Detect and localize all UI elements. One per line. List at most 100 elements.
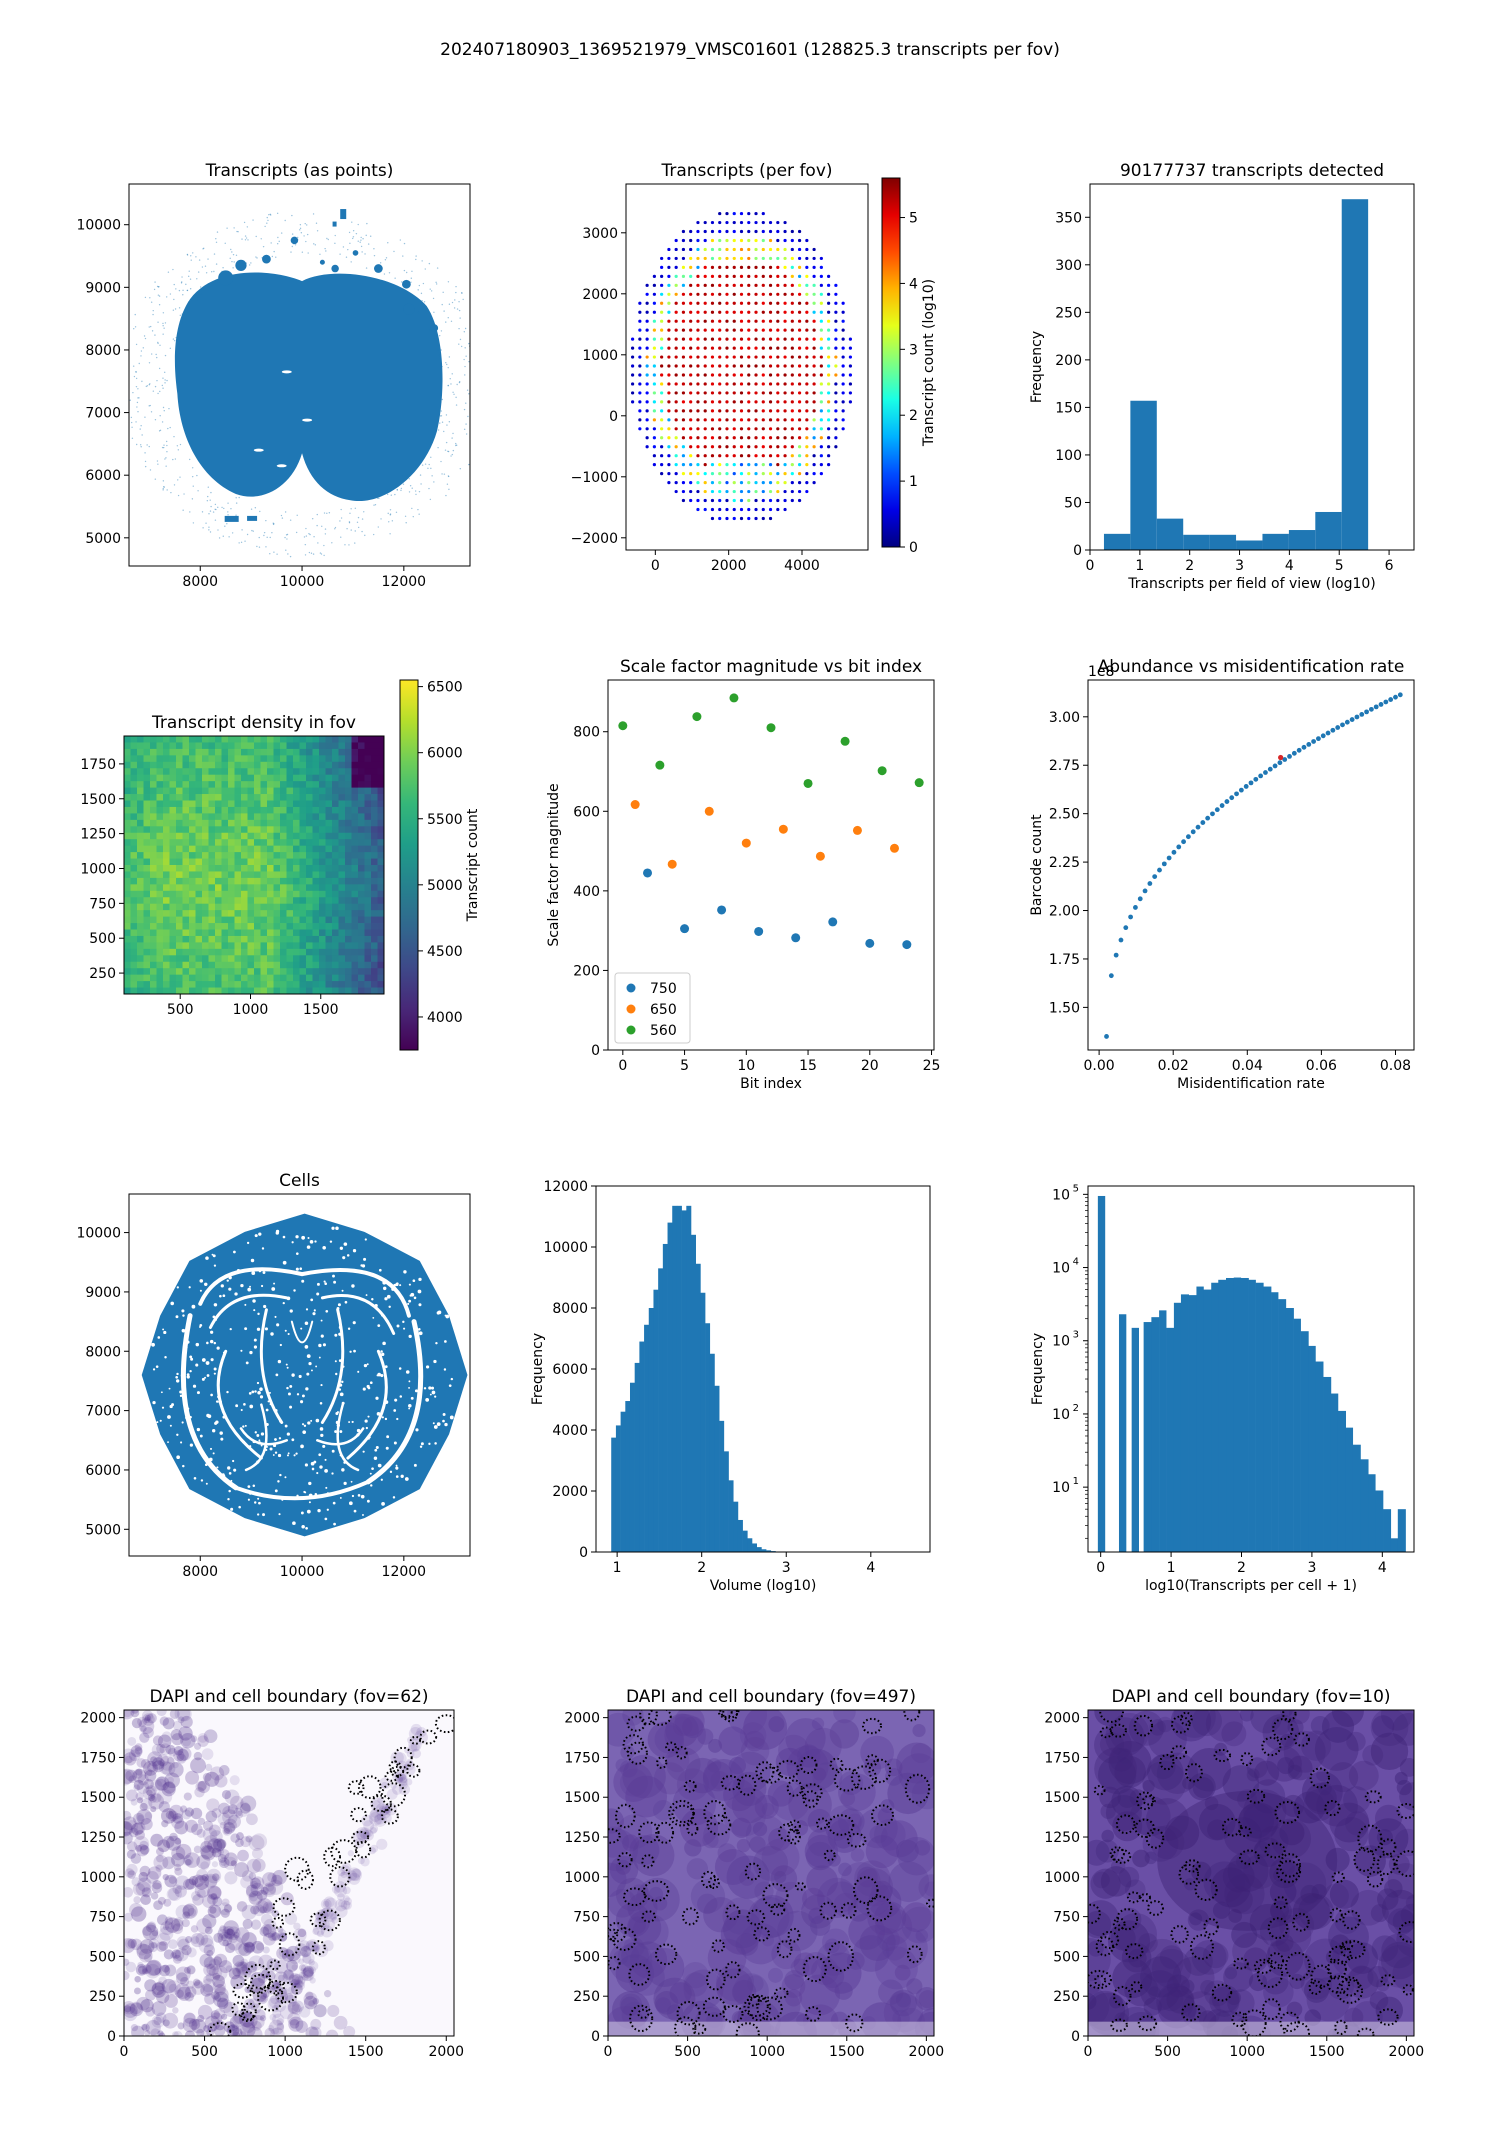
density-cell [143, 781, 151, 788]
sparse-point [328, 512, 331, 514]
density-cell [176, 826, 183, 834]
sparse-point [278, 240, 280, 243]
nucleus-blob [194, 1883, 210, 1898]
fov-point [696, 301, 700, 305]
density-cell [143, 813, 151, 821]
y-tick-label: 0 [1073, 543, 1082, 559]
y-tick-label: 750 [89, 896, 116, 912]
fov-point [645, 292, 649, 296]
density-cell [221, 774, 229, 782]
density-cell [163, 761, 170, 769]
density-cell [130, 748, 138, 756]
fov-point [681, 445, 686, 449]
legend-marker [626, 1025, 636, 1035]
histogram-bar [1308, 1345, 1316, 1552]
histogram-bar [1226, 1277, 1235, 1552]
fov-point [739, 328, 744, 332]
density-cell [338, 858, 346, 866]
sparse-point [153, 288, 156, 291]
nucleus-blob [259, 1995, 267, 2003]
density-cell [325, 742, 333, 750]
density-cell [364, 755, 372, 763]
density-cell [234, 884, 242, 892]
nucleus-blob [140, 1818, 153, 1831]
fov-point [761, 328, 765, 332]
density-cell [254, 852, 261, 859]
y-tick-label: 2.75 [1049, 758, 1080, 774]
fov-point [768, 238, 773, 243]
fov-point [739, 310, 744, 314]
tissue-speck [312, 1312, 316, 1316]
nucleus-blob [241, 1932, 257, 1948]
density-cell [189, 942, 196, 950]
density-cell [195, 871, 203, 879]
fov-point [732, 409, 736, 413]
density-cell [332, 819, 339, 827]
tissue-speck [434, 1442, 437, 1445]
fov-point [739, 472, 744, 476]
sparse-point [135, 385, 138, 388]
sparse-point [340, 517, 343, 519]
density-cell [312, 923, 320, 930]
fov-point [768, 498, 773, 503]
nucleus-blob [231, 1961, 248, 1978]
histogram-bar [1375, 1490, 1384, 1552]
tissue-speck [320, 1319, 323, 1322]
barcode-point [1282, 757, 1288, 762]
sparse-point [450, 383, 452, 385]
nucleus-blob [369, 1809, 382, 1822]
density-cell [260, 974, 268, 982]
density-cell [202, 845, 209, 853]
density-cell [189, 916, 196, 924]
density-cell [137, 877, 144, 885]
fov-point [841, 382, 845, 386]
sparse-point [157, 294, 160, 296]
density-cell [156, 942, 164, 950]
density-cell [293, 948, 300, 956]
density-cell [293, 813, 300, 821]
density-cell [299, 884, 307, 892]
histogram-bar [1255, 1282, 1264, 1552]
density-cell [280, 961, 287, 969]
density-cell [345, 948, 352, 956]
density-cell [325, 929, 333, 937]
density-cell [332, 768, 339, 776]
barcode-point [1316, 736, 1321, 742]
density-cell [215, 832, 222, 840]
density-cell [247, 806, 255, 814]
sparse-point [215, 263, 218, 265]
histogram-bar [644, 1324, 650, 1552]
sparse-point [238, 496, 240, 499]
tissue-speck [335, 1372, 338, 1376]
tissue-speck [230, 1479, 233, 1482]
sparse-point [162, 387, 164, 389]
tissue-speck [190, 1357, 194, 1361]
nucleus-blob [157, 1839, 171, 1853]
density-cell [293, 890, 300, 898]
density-cell [332, 923, 339, 930]
nucleus-blob [126, 1863, 138, 1876]
nucleus-blob [164, 1917, 181, 1933]
nucleus-blob [251, 1847, 263, 1859]
y-tick-exponent: 1 [1073, 1476, 1079, 1487]
density-cell [247, 800, 255, 808]
density-cell [377, 955, 385, 963]
sparse-point [230, 508, 232, 510]
density-cell [280, 884, 287, 892]
density-cell [247, 819, 255, 827]
nucleus-blob [197, 1732, 208, 1743]
density-cell [241, 961, 248, 969]
density-cell [364, 910, 372, 917]
nucleus-blob [396, 1776, 404, 1783]
sparse-point [349, 242, 351, 245]
density-cell [202, 781, 209, 788]
density-cell [306, 858, 313, 866]
sparse-point [197, 299, 199, 302]
density-cell [182, 755, 190, 763]
sparse-point [201, 511, 204, 513]
fov-point [638, 400, 642, 404]
tissue-speck [339, 1392, 344, 1397]
sparse-point [304, 222, 306, 225]
fov-point [776, 400, 780, 404]
nucleus-blob [360, 1857, 370, 1867]
